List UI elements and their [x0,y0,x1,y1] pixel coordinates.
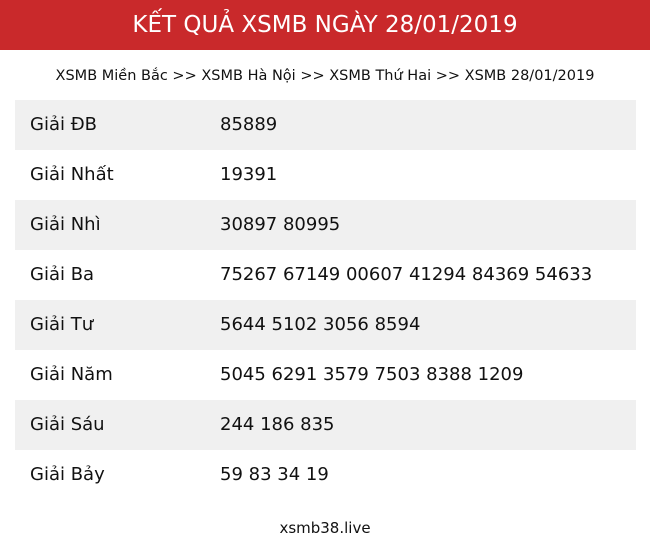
table-row: Giải Sáu 244 186 835 [15,400,636,450]
prize-label: Giải Bảy [30,464,105,485]
prize-value: 75267 67149 00607 41294 84369 54633 [220,264,593,285]
table-row: Giải Tư 5644 5102 3056 8594 [15,300,636,350]
prize-value: 5644 5102 3056 8594 [220,314,421,335]
table-row: Giải Năm 5045 6291 3579 7503 8388 1209 [15,350,636,400]
results-table: Giải ĐB 85889 Giải Nhất 19391 Giải Nhì 3089… [15,100,636,500]
prize-value: 19391 [220,164,278,185]
prize-label: Giải Tư [30,314,94,335]
table-row: Giải ĐB 85889 [15,100,636,150]
prize-value: 5045 6291 3579 7503 8388 1209 [220,364,524,385]
breadcrumb-separator: >> [431,68,465,84]
breadcrumb-separator: >> [167,68,202,84]
prize-value: 85889 [220,114,278,135]
prize-value: 59 83 34 19 [220,464,329,485]
prize-label: Giải Nhì [30,214,101,235]
breadcrumb-separator: >> [295,68,330,84]
table-row: Giải Ba 75267 67149 00607 41294 84369 546… [15,250,636,300]
prize-label: Giải Ba [30,264,95,285]
prize-label: Giải Năm [30,364,113,385]
table-row: Giải Bảy 59 83 34 19 [15,450,636,500]
prize-label: Giải Sáu [30,414,105,435]
breadcrumb-item-thu-hai[interactable]: XSMB Thứ Hai [329,68,432,84]
prize-value: 30897 80995 [220,214,341,235]
prize-value: 244 186 835 [220,414,335,435]
breadcrumb-item-mien-bac[interactable]: XSMB Miền Bắc [55,68,168,84]
table-row: Giải Nhì 30897 80995 [15,200,636,250]
footer-site-name: xsmb38.live [279,519,371,537]
page-title: KẾT QUẢ XSMB NGÀY 28/01/2019 [0,0,650,50]
prize-label: Giải Nhất [30,164,114,185]
breadcrumb: XSMB Miền Bắc >> XSMB Hà Nội >> XSMB Thứ… [0,64,650,88]
table-row: Giải Nhất 19391 [15,150,636,200]
prize-label: Giải ĐB [30,114,97,135]
breadcrumb-item-date[interactable]: XSMB 28/01/2019 [464,68,595,84]
breadcrumb-item-ha-noi[interactable]: XSMB Hà Nội [201,68,296,84]
